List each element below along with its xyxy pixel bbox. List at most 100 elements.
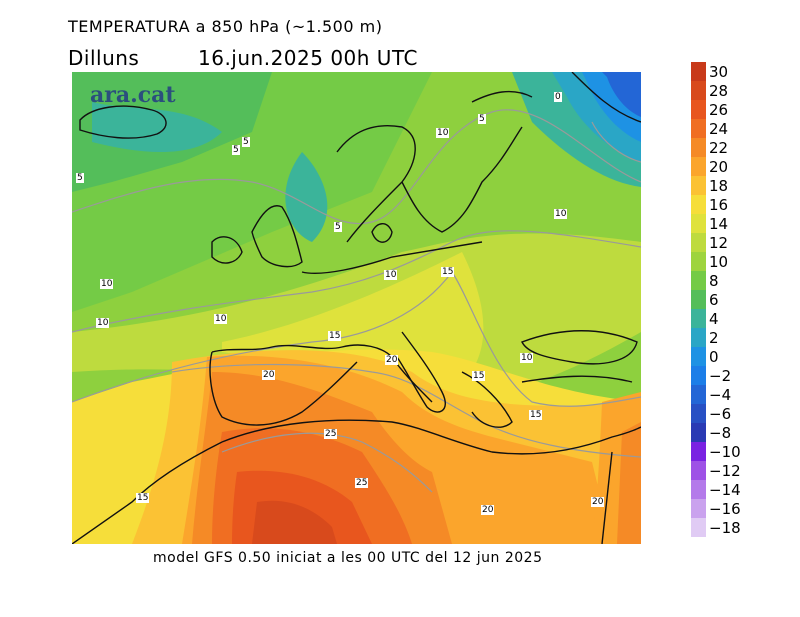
contour-label: 20	[262, 370, 276, 380]
legend-tick-label: 16	[709, 196, 729, 214]
legend-color-box	[691, 62, 706, 81]
legend-tick-label: 24	[709, 120, 729, 138]
contour-label: 25	[355, 478, 369, 488]
legend-tick-label: −2	[709, 367, 732, 385]
legend-color-box	[691, 119, 706, 138]
contour-label: 15	[441, 267, 455, 277]
legend-color-box	[691, 176, 706, 195]
legend-color-box	[691, 499, 706, 518]
forecast-day: Dilluns	[68, 46, 140, 70]
contour-label: 10	[554, 209, 568, 219]
legend-tick-label: 22	[709, 139, 729, 157]
legend-tick-label: −4	[709, 386, 732, 404]
temperature-field	[72, 72, 641, 544]
contour-label: 5	[478, 114, 486, 124]
legend-color-box	[691, 423, 706, 442]
legend-tick-label: 10	[709, 253, 729, 271]
map-title: TEMPERATURA a 850 hPa (~1.500 m)	[68, 17, 383, 36]
legend-tick-label: 18	[709, 177, 729, 195]
legend-color-box	[691, 271, 706, 290]
legend-tick-label: 12	[709, 234, 729, 252]
coast-scandinavia-north	[471, 90, 533, 103]
legend-color-box	[691, 480, 706, 499]
legend-tick-label: 30	[709, 63, 729, 81]
legend-color-box	[691, 233, 706, 252]
field-neg4c-northeast	[602, 72, 641, 117]
legend-tick-label: 26	[709, 101, 729, 119]
legend-tick-label: −12	[709, 462, 741, 480]
contour-label: 5	[334, 222, 342, 232]
legend-color-box	[691, 157, 706, 176]
legend-tick-label: −16	[709, 500, 741, 518]
legend-tick-label: −18	[709, 519, 741, 537]
forecast-datetime: 16.jun.2025 00h UTC	[198, 46, 418, 70]
contour-label: 5	[242, 137, 250, 147]
coast-north-africa	[221, 419, 641, 455]
field-28c	[252, 500, 337, 544]
contour-label: 20	[385, 355, 399, 365]
legend-tick-label: 28	[709, 82, 729, 100]
contour-label: 20	[481, 505, 495, 515]
isotherm-15	[72, 270, 641, 407]
coast-balkans	[461, 371, 513, 428]
legend-tick-label: −10	[709, 443, 741, 461]
coastlines	[72, 72, 641, 544]
legend-color-box	[691, 100, 706, 119]
legend-color-box	[691, 309, 706, 328]
isotherm-5	[72, 109, 641, 225]
legend-color-box	[691, 138, 706, 157]
contour-label: 10	[520, 353, 534, 363]
isotherm-25	[221, 432, 433, 493]
coast-denmark	[371, 223, 393, 243]
contour-label: 10	[96, 318, 110, 328]
temperature-map: ara.cat 0 5 5 5 5 5 10 10 10 10 10 10 10…	[72, 72, 641, 544]
legend-tick-label: 2	[709, 329, 719, 347]
contour-label: 5	[76, 173, 84, 183]
legend-color-box	[691, 404, 706, 423]
contour-label: 15	[136, 493, 150, 503]
legend-color-box	[691, 442, 706, 461]
coast-black-sea	[521, 330, 638, 365]
aracat-logo: ara.cat	[90, 82, 176, 108]
contour-label: 10	[384, 270, 398, 280]
legend-tick-label: 14	[709, 215, 729, 233]
legend-color-box	[691, 214, 706, 233]
isotherm-10	[72, 230, 641, 333]
legend-tick-label: 20	[709, 158, 729, 176]
legend-tick-label: 8	[709, 272, 719, 290]
legend-tick-label: 6	[709, 291, 719, 309]
coast-italy	[396, 331, 446, 413]
contour-label: 10	[436, 128, 450, 138]
isotherm-20	[171, 363, 641, 458]
model-caption: model GFS 0.50 iniciat a les 00 UTC del …	[153, 550, 543, 566]
isotherm-contours	[72, 109, 641, 493]
coast-north-europe	[301, 241, 483, 275]
legend-color-box	[691, 252, 706, 271]
legend-color-box	[691, 195, 706, 214]
field-4c-iceland	[92, 102, 222, 152]
coast-northeast	[571, 72, 641, 123]
legend-tick-label: 4	[709, 310, 719, 328]
coast-great-britain	[251, 205, 303, 268]
contour-label: 15	[328, 331, 342, 341]
legend-color-box	[691, 290, 706, 309]
field-4c-north-sea	[285, 152, 328, 242]
coast-sweden	[401, 126, 523, 233]
coast-atlantic-africa	[72, 441, 223, 544]
contour-label: 15	[472, 371, 486, 381]
contour-label: 20	[591, 497, 605, 507]
contour-label: 5	[232, 145, 240, 155]
legend-color-box	[691, 347, 706, 366]
legend-tick-label: −6	[709, 405, 732, 423]
coast-red-sea	[601, 451, 613, 544]
coast-iberia	[209, 351, 358, 426]
contour-label: 10	[100, 279, 114, 289]
legend-tick-label: 0	[709, 348, 719, 366]
legend-color-box	[691, 328, 706, 347]
contour-label: 25	[324, 429, 338, 439]
legend-color-box	[691, 518, 706, 537]
legend-color-box	[691, 366, 706, 385]
coast-norway	[336, 125, 416, 243]
legend-tick-label: −8	[709, 424, 732, 442]
isotherm-0	[591, 121, 641, 163]
